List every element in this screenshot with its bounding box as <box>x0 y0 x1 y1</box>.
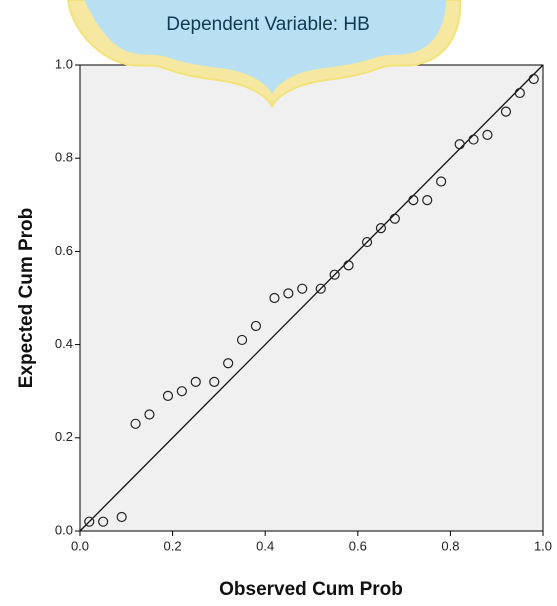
y-tick-label: 0.0 <box>55 522 73 537</box>
x-tick-label: 0.4 <box>256 538 274 553</box>
chart-title: Dependent Variable: HB <box>166 14 370 35</box>
x-tick-label: 0.2 <box>164 538 182 553</box>
x-tick-label: 0.8 <box>441 538 459 553</box>
y-tick-label: 0.2 <box>55 429 73 444</box>
y-tick-label: 1.0 <box>55 56 73 71</box>
chart: 0.0 0.2 0.4 0.6 0.8 1.0 0.0 0.2 0.4 0.6 0.8 1.0 Dep… <box>0 0 557 606</box>
x-axis-title: Observed Cum Prob <box>219 579 403 600</box>
y-tick-label: 0.8 <box>55 150 73 165</box>
y-tick-label: 0.4 <box>55 336 73 351</box>
y-tick-label: 0.6 <box>55 243 73 258</box>
x-tick-label: 1.0 <box>534 538 552 553</box>
x-tick-label: 0.0 <box>71 538 89 553</box>
y-axis-title: Expected Cum Prob <box>16 208 37 389</box>
x-tick-label: 0.6 <box>349 538 367 553</box>
